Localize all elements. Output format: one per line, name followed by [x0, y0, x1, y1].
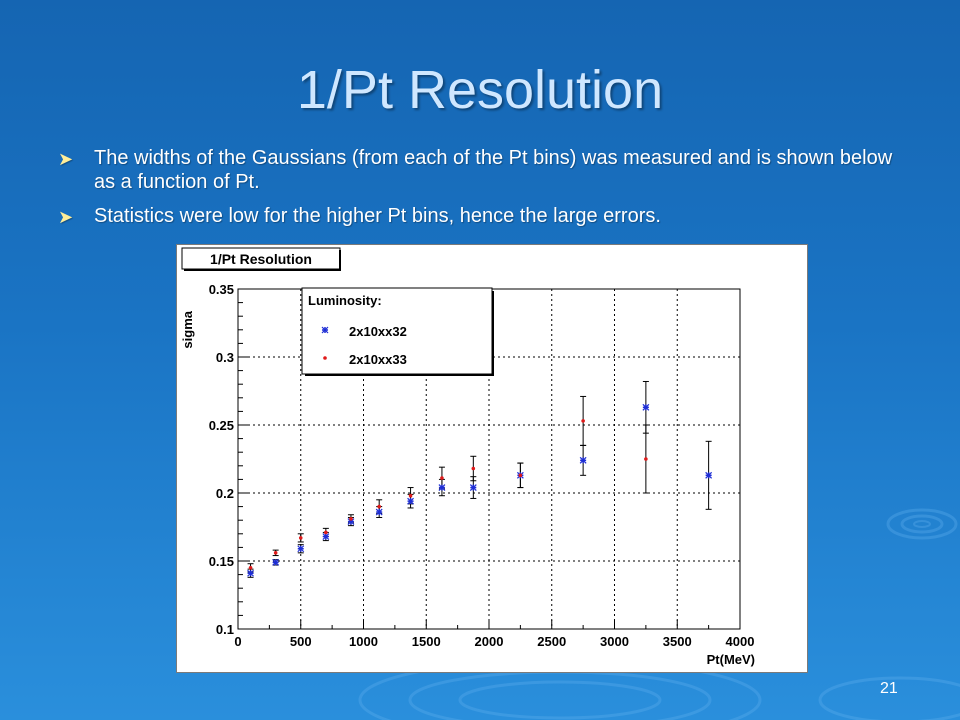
- data-point-star: [469, 484, 477, 491]
- y-tick-label: 0.3: [216, 350, 234, 365]
- legend-label: 2x10xx33: [349, 352, 407, 367]
- bullet-item: ➤ Statistics were low for the higher Pt …: [58, 204, 918, 228]
- x-axis: 0 500 1000 1500 2000 2500 3000 3500 4000: [234, 620, 754, 649]
- data-point-dot: [440, 476, 444, 480]
- x-tick-label: 1500: [412, 634, 441, 649]
- y-tick-label: 0.2: [216, 486, 234, 501]
- x-tick-label: 500: [290, 634, 312, 649]
- resolution-chart: 1/Pt Resolution 0 500 1000 1500 2000 2500 3000…: [180, 247, 755, 667]
- chart-panel: 1/Pt Resolution 0 500 1000 1500 2000 2500 3000…: [176, 244, 808, 673]
- y-axis: 0.1 0.15 0.2 0.25 0.3 0.35: [209, 282, 248, 637]
- y-tick-label: 0.15: [209, 554, 234, 569]
- x-tick-label: 4000: [726, 634, 755, 649]
- y-tick-label: 0.35: [209, 282, 234, 297]
- bullet-list: ➤ The widths of the Gaussians (from each…: [58, 146, 918, 238]
- page-number: 21: [880, 680, 898, 697]
- data-point-star: [375, 508, 383, 516]
- data-point-dot: [518, 473, 523, 478]
- legend-title: Luminosity:: [308, 293, 382, 308]
- data-points: [247, 403, 713, 577]
- legend: Luminosity: 2x10xx32 2x10xx33: [301, 287, 494, 376]
- data-point-dot: [298, 536, 303, 540]
- data-point-star: [247, 569, 254, 577]
- legend-label: 2x10xx32: [349, 324, 407, 339]
- bullet-item: ➤ The widths of the Gaussians (from each…: [58, 146, 918, 194]
- arrow-bullet-icon: ➤: [58, 207, 74, 227]
- data-point-dot: [408, 493, 413, 498]
- x-tick-label: 2000: [475, 634, 504, 649]
- y-tick-label: 0.1: [216, 622, 234, 637]
- bullet-text: The widths of the Gaussians (from each o…: [94, 147, 893, 193]
- data-point-dot: [324, 530, 328, 535]
- data-point-star: [579, 456, 587, 464]
- chart-title: 1/Pt Resolution: [210, 251, 312, 267]
- data-point-star: [322, 533, 330, 540]
- data-point-dot: [248, 566, 253, 570]
- error-bars: [247, 380, 712, 578]
- y-axis-label: sigma: [180, 310, 195, 348]
- data-point-dot: [581, 419, 585, 423]
- data-point-star: [438, 484, 446, 491]
- x-tick-label: 0: [234, 634, 241, 649]
- x-axis-label: Pt(MeV): [707, 652, 755, 667]
- y-tick-label: 0.25: [209, 418, 234, 433]
- x-tick-label: 1000: [349, 634, 378, 649]
- arrow-bullet-icon: ➤: [58, 149, 74, 169]
- data-point-dot: [273, 551, 278, 555]
- legend-marker-dot: [323, 356, 327, 360]
- data-point-dot: [471, 466, 476, 471]
- legend-marker-star: [321, 326, 329, 334]
- data-point-star: [272, 558, 280, 566]
- legend-box: [301, 287, 493, 375]
- data-point-star: [705, 471, 713, 479]
- bullet-text: Statistics were low for the higher Pt bi…: [94, 205, 661, 227]
- data-point-star: [297, 545, 305, 553]
- data-point-dot: [644, 457, 648, 461]
- data-point-dot: [377, 504, 381, 509]
- data-point-star: [407, 497, 414, 505]
- x-tick-label: 3500: [663, 634, 692, 649]
- x-tick-label: 2500: [537, 634, 566, 649]
- data-point-dot: [349, 517, 353, 521]
- data-point-star: [642, 403, 650, 411]
- slide-title: 1/Pt Resolution: [296, 60, 664, 120]
- x-tick-label: 3000: [600, 634, 629, 649]
